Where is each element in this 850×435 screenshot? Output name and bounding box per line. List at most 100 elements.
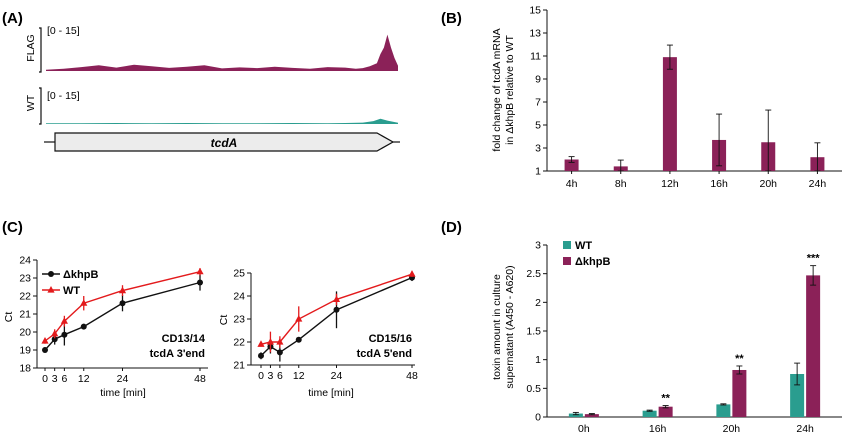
b-xtick-label: 24h bbox=[809, 178, 827, 190]
b-ytick-label: 3 bbox=[535, 143, 541, 155]
c-legend-khpb-marker bbox=[48, 271, 54, 277]
b-xtick-label: 20h bbox=[759, 178, 777, 190]
c-right-xtick-label: 0 bbox=[258, 370, 264, 382]
d-xtick-label: 0h bbox=[578, 423, 590, 435]
d-legend-khpb-label: ΔkhpB bbox=[575, 256, 610, 268]
d-bar-khpb bbox=[732, 369, 747, 417]
gene-arrow bbox=[54, 132, 395, 152]
panel-b-bar-chart: fold change of tcdA mRNA in ΔkhpB relati… bbox=[491, 5, 842, 190]
c-right-ytick-label: 24 bbox=[233, 291, 245, 303]
panel-c-right-chart: CD15/16 tcdA 5'end time [min] Ct 21 22 23 2… bbox=[218, 268, 418, 400]
c-left-point-wt bbox=[51, 329, 59, 337]
d-xtick-label: 20h bbox=[723, 423, 741, 435]
c-left-ytick-label: 24 bbox=[19, 255, 31, 267]
b-xtick-label: 8h bbox=[615, 178, 627, 190]
b-xtick-label: 12h bbox=[661, 178, 679, 190]
c-right-ytick-label: 23 bbox=[233, 314, 245, 326]
wt-coverage-area bbox=[46, 118, 398, 124]
d-legend-khpb-swatch bbox=[563, 257, 571, 265]
c-left-xtick-label: 0 bbox=[42, 373, 48, 385]
b-ylabel-line1: fold change of tcdA mRNA bbox=[491, 28, 503, 151]
c-right-annotation-line2: tcdA 5'end bbox=[357, 348, 412, 360]
b-ytick-label: 9 bbox=[535, 74, 541, 86]
panel-label-b: (B) bbox=[441, 10, 462, 27]
c-left-point-khpb bbox=[61, 331, 68, 338]
d-legend-wt-swatch bbox=[563, 241, 571, 249]
d-ytick-label: 0 bbox=[535, 412, 541, 424]
c-left-point-wt bbox=[196, 267, 204, 275]
d-bar-wt bbox=[790, 374, 805, 417]
wt-range-label: [0 - 15] bbox=[47, 90, 80, 102]
c-legend-wt-marker bbox=[47, 286, 55, 293]
panel-d-bar-chart: toxin amount in culture supernatant (A45… bbox=[491, 240, 842, 435]
panel-label-c: (C) bbox=[2, 219, 23, 236]
d-bar-khpb bbox=[658, 406, 673, 417]
flag-coverage-area bbox=[46, 34, 398, 71]
c-right-xtick-label: 12 bbox=[293, 370, 305, 382]
c-right-ylabel: Ct bbox=[218, 315, 230, 326]
gene-label: tcdA bbox=[211, 136, 238, 150]
d-significance-stars: *** bbox=[807, 253, 821, 265]
c-left-point-wt bbox=[80, 299, 88, 306]
b-ytick-label: 1 bbox=[535, 166, 541, 178]
c-right-point-wt bbox=[332, 295, 341, 303]
c-right-point-khpb bbox=[295, 336, 302, 343]
c-right-annotation-line1: CD15/16 bbox=[369, 333, 412, 345]
b-bar bbox=[564, 159, 579, 171]
b-ytick-label: 15 bbox=[529, 5, 541, 17]
c-left-point-khpb bbox=[80, 323, 87, 330]
c-right-ytick-label: 22 bbox=[233, 337, 245, 349]
c-right-point-wt bbox=[295, 315, 303, 322]
c-right-xtick-label: 48 bbox=[406, 370, 418, 382]
d-xtick-label: 24h bbox=[796, 423, 814, 435]
c-right-xtick-label: 6 bbox=[277, 370, 283, 382]
b-ytick-label: 13 bbox=[529, 28, 541, 40]
c-left-xtick-label: 3 bbox=[52, 373, 58, 385]
d-xtick-label: 16h bbox=[649, 423, 667, 435]
d-ytick-label: 1.5 bbox=[526, 326, 541, 338]
c-right-point-khpb bbox=[258, 352, 264, 359]
d-ylabel-line1: toxin amount in culture bbox=[491, 274, 503, 380]
wt-track-bracket bbox=[39, 87, 42, 125]
d-ytick-label: 0.5 bbox=[526, 383, 541, 395]
panel-c-left-chart: CD13/14 tcdA 3'end time [min] Ct ΔkhpB W… bbox=[3, 255, 208, 399]
c-right-point-khpb bbox=[276, 349, 283, 356]
c-left-point-wt bbox=[60, 317, 68, 324]
c-right-point-wt bbox=[257, 340, 265, 347]
c-right-ytick-label: 21 bbox=[233, 360, 245, 372]
d-significance-stars: ** bbox=[661, 393, 670, 405]
c-left-xlabel: time [min] bbox=[100, 387, 146, 399]
b-ytick-label: 7 bbox=[535, 97, 541, 109]
c-left-point-wt bbox=[118, 286, 127, 294]
c-right-xtick-label: 3 bbox=[268, 370, 274, 382]
b-ytick-label: 11 bbox=[530, 51, 541, 63]
panel-label-a: (A) bbox=[2, 10, 23, 27]
c-left-point-wt bbox=[41, 337, 49, 344]
d-bar-wt bbox=[716, 404, 731, 417]
c-left-ytick-label: 23 bbox=[19, 273, 31, 285]
c-left-ytick-label: 19 bbox=[19, 345, 31, 357]
flag-track-name: FLAG bbox=[25, 34, 37, 61]
c-right-point-khpb bbox=[333, 306, 340, 313]
c-left-ytick-label: 21 bbox=[19, 309, 31, 321]
c-legend-khpb-label: ΔkhpB bbox=[63, 269, 98, 281]
d-ytick-label: 3 bbox=[535, 240, 541, 252]
d-bar-khpb bbox=[806, 275, 821, 417]
d-ytick-label: 2.5 bbox=[526, 268, 541, 280]
c-right-ytick-label: 25 bbox=[233, 268, 245, 280]
c-right-xtick-label: 24 bbox=[331, 370, 343, 382]
c-left-ylabel: Ct bbox=[3, 312, 15, 323]
c-right-xlabel: time [min] bbox=[308, 387, 354, 399]
wt-track-name: WT bbox=[25, 94, 37, 111]
d-bar-khpb bbox=[584, 414, 599, 417]
c-left-xtick-label: 24 bbox=[117, 373, 129, 385]
c-left-xtick-label: 6 bbox=[61, 373, 67, 385]
c-right-point-wt bbox=[266, 338, 275, 345]
c-left-xtick-label: 48 bbox=[194, 373, 206, 385]
c-left-xtick-label: 12 bbox=[78, 373, 90, 385]
c-left-point-khpb bbox=[119, 300, 126, 307]
c-left-ytick-label: 18 bbox=[19, 363, 31, 375]
panel-a-coverage-tracks: [0 - 15] FLAG [0 - 15] WT tcdA bbox=[25, 25, 400, 152]
b-bar bbox=[662, 57, 677, 171]
